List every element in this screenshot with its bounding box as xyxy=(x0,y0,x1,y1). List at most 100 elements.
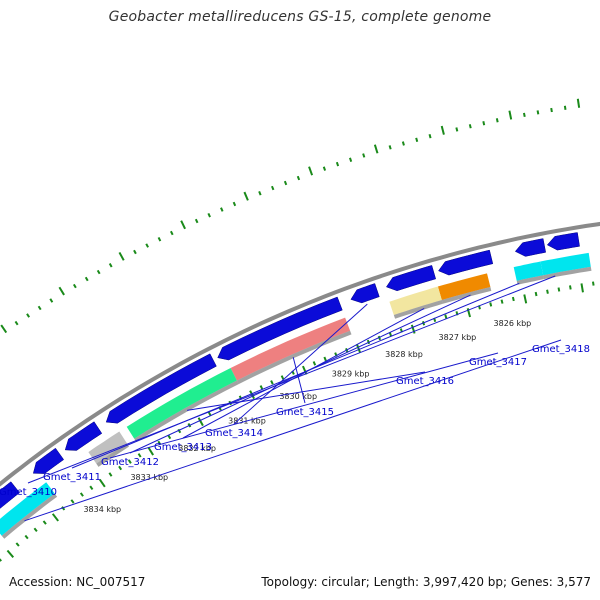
outer-tick-ring xyxy=(0,98,581,334)
outer-tick xyxy=(576,98,581,108)
gene-label[interactable]: Gmet_3413 xyxy=(154,442,212,453)
scale-label: 3826 kbp xyxy=(494,319,532,328)
outer-tick xyxy=(108,263,113,268)
outer-tick xyxy=(0,324,8,334)
scale-tick xyxy=(24,534,29,540)
gene-label[interactable]: Gmet_3417 xyxy=(469,357,527,368)
reverse-gene-band xyxy=(540,252,591,276)
outer-tick xyxy=(536,110,540,115)
outer-tick xyxy=(362,153,366,158)
reverse-gene-band xyxy=(230,317,351,381)
scale-tick xyxy=(270,380,274,385)
scale-tick xyxy=(546,289,549,294)
scale-tick xyxy=(33,527,38,532)
scale-tick xyxy=(15,542,20,547)
gene-label-leader xyxy=(233,303,368,425)
forward-gene-arrow xyxy=(438,249,494,276)
gene-band-shadow xyxy=(134,380,239,442)
scale-tick xyxy=(557,287,561,292)
reverse-gene-band xyxy=(513,261,544,281)
scale-tick xyxy=(312,361,317,366)
scale-tick xyxy=(534,291,538,297)
scale-tick xyxy=(444,314,448,319)
scale-label: 3827 kbp xyxy=(439,333,477,342)
scale-tick xyxy=(377,335,382,341)
scale-tick xyxy=(500,299,504,304)
forward-gene-arrow xyxy=(105,353,217,424)
outer-tick xyxy=(232,201,237,207)
scale-tick xyxy=(137,453,142,458)
scale-tick xyxy=(355,343,361,353)
scale-label: 3830 kbp xyxy=(279,392,317,401)
outer-tick xyxy=(118,251,125,261)
gene-band-shadow xyxy=(393,300,443,319)
outer-tick xyxy=(84,276,89,282)
forward-gene-arrow xyxy=(546,232,580,251)
outer-tick xyxy=(373,144,379,154)
scale-tick xyxy=(118,465,123,471)
scale-tick xyxy=(89,485,94,490)
scale-tick xyxy=(280,375,285,380)
gene-label-leader xyxy=(129,294,471,454)
scale-label: 3829 kbp xyxy=(332,370,370,379)
scale-tick xyxy=(167,434,172,440)
gene-label-leader xyxy=(187,371,426,411)
scale-tick xyxy=(51,513,59,522)
scale-tick xyxy=(489,302,493,307)
scale-tick xyxy=(569,285,572,290)
accession-text: Accession: NC_007517 xyxy=(9,575,146,589)
forward-gene-arrow xyxy=(217,296,343,361)
outer-tick xyxy=(49,298,54,303)
gene-label[interactable]: Gmet_3414 xyxy=(205,428,263,439)
gene-band-shadow xyxy=(96,443,129,467)
scale-tick xyxy=(301,365,308,375)
forward-gene-arrow xyxy=(0,481,20,509)
outer-tick xyxy=(440,125,445,135)
reverse-gene-band xyxy=(0,482,55,536)
outer-tick xyxy=(283,180,288,186)
outer-tick xyxy=(428,134,432,139)
forward-gene-arrow xyxy=(386,265,437,292)
outer-tick xyxy=(455,127,459,132)
scale-tick xyxy=(98,478,106,488)
forward-gene-arrow xyxy=(64,421,103,451)
outer-tick xyxy=(482,121,486,126)
gene-label[interactable]: Gmet_3416 xyxy=(396,376,454,387)
scale-tick xyxy=(0,558,2,562)
outer-tick xyxy=(37,305,42,311)
scale-tick xyxy=(42,520,47,525)
scale-label: 3834 kbp xyxy=(83,505,121,514)
outer-tick xyxy=(508,110,513,120)
scale-tick xyxy=(591,281,595,286)
outer-tick xyxy=(322,166,327,171)
outer-tick xyxy=(58,286,65,296)
forward-gene-arrow xyxy=(32,447,65,474)
genome-title: Geobacter metallireducens GS-15, complet… xyxy=(108,9,492,25)
gene-label[interactable]: Gmet_3411 xyxy=(43,472,101,483)
gene-label[interactable]: Gmet_3412 xyxy=(101,457,159,468)
scale-label: 3832 kbp xyxy=(178,444,216,453)
scale-tick xyxy=(61,506,66,511)
outer-tick xyxy=(495,118,499,123)
outer-tick xyxy=(194,218,199,224)
scale-tick xyxy=(197,417,204,427)
scale-tick xyxy=(580,283,584,293)
scale-label: 3833 kbp xyxy=(130,473,168,482)
reverse-gene-band xyxy=(437,273,491,300)
gene-label[interactable]: Gmet_3418 xyxy=(532,344,590,355)
outer-tick xyxy=(258,190,262,196)
genome-backbone xyxy=(0,221,600,487)
scale-tick xyxy=(410,324,416,334)
scale-tick xyxy=(259,385,264,390)
gene-label[interactable]: Gmet_3415 xyxy=(276,407,334,418)
outer-tick xyxy=(180,220,186,230)
scale-tick xyxy=(70,499,75,504)
outer-tick xyxy=(415,137,419,142)
outer-tick xyxy=(271,185,275,191)
gene-band-shadow xyxy=(441,287,492,304)
scale-tick xyxy=(6,549,15,558)
gene-label[interactable]: Gmet_3410 xyxy=(0,487,57,498)
outer-tick xyxy=(170,230,174,236)
